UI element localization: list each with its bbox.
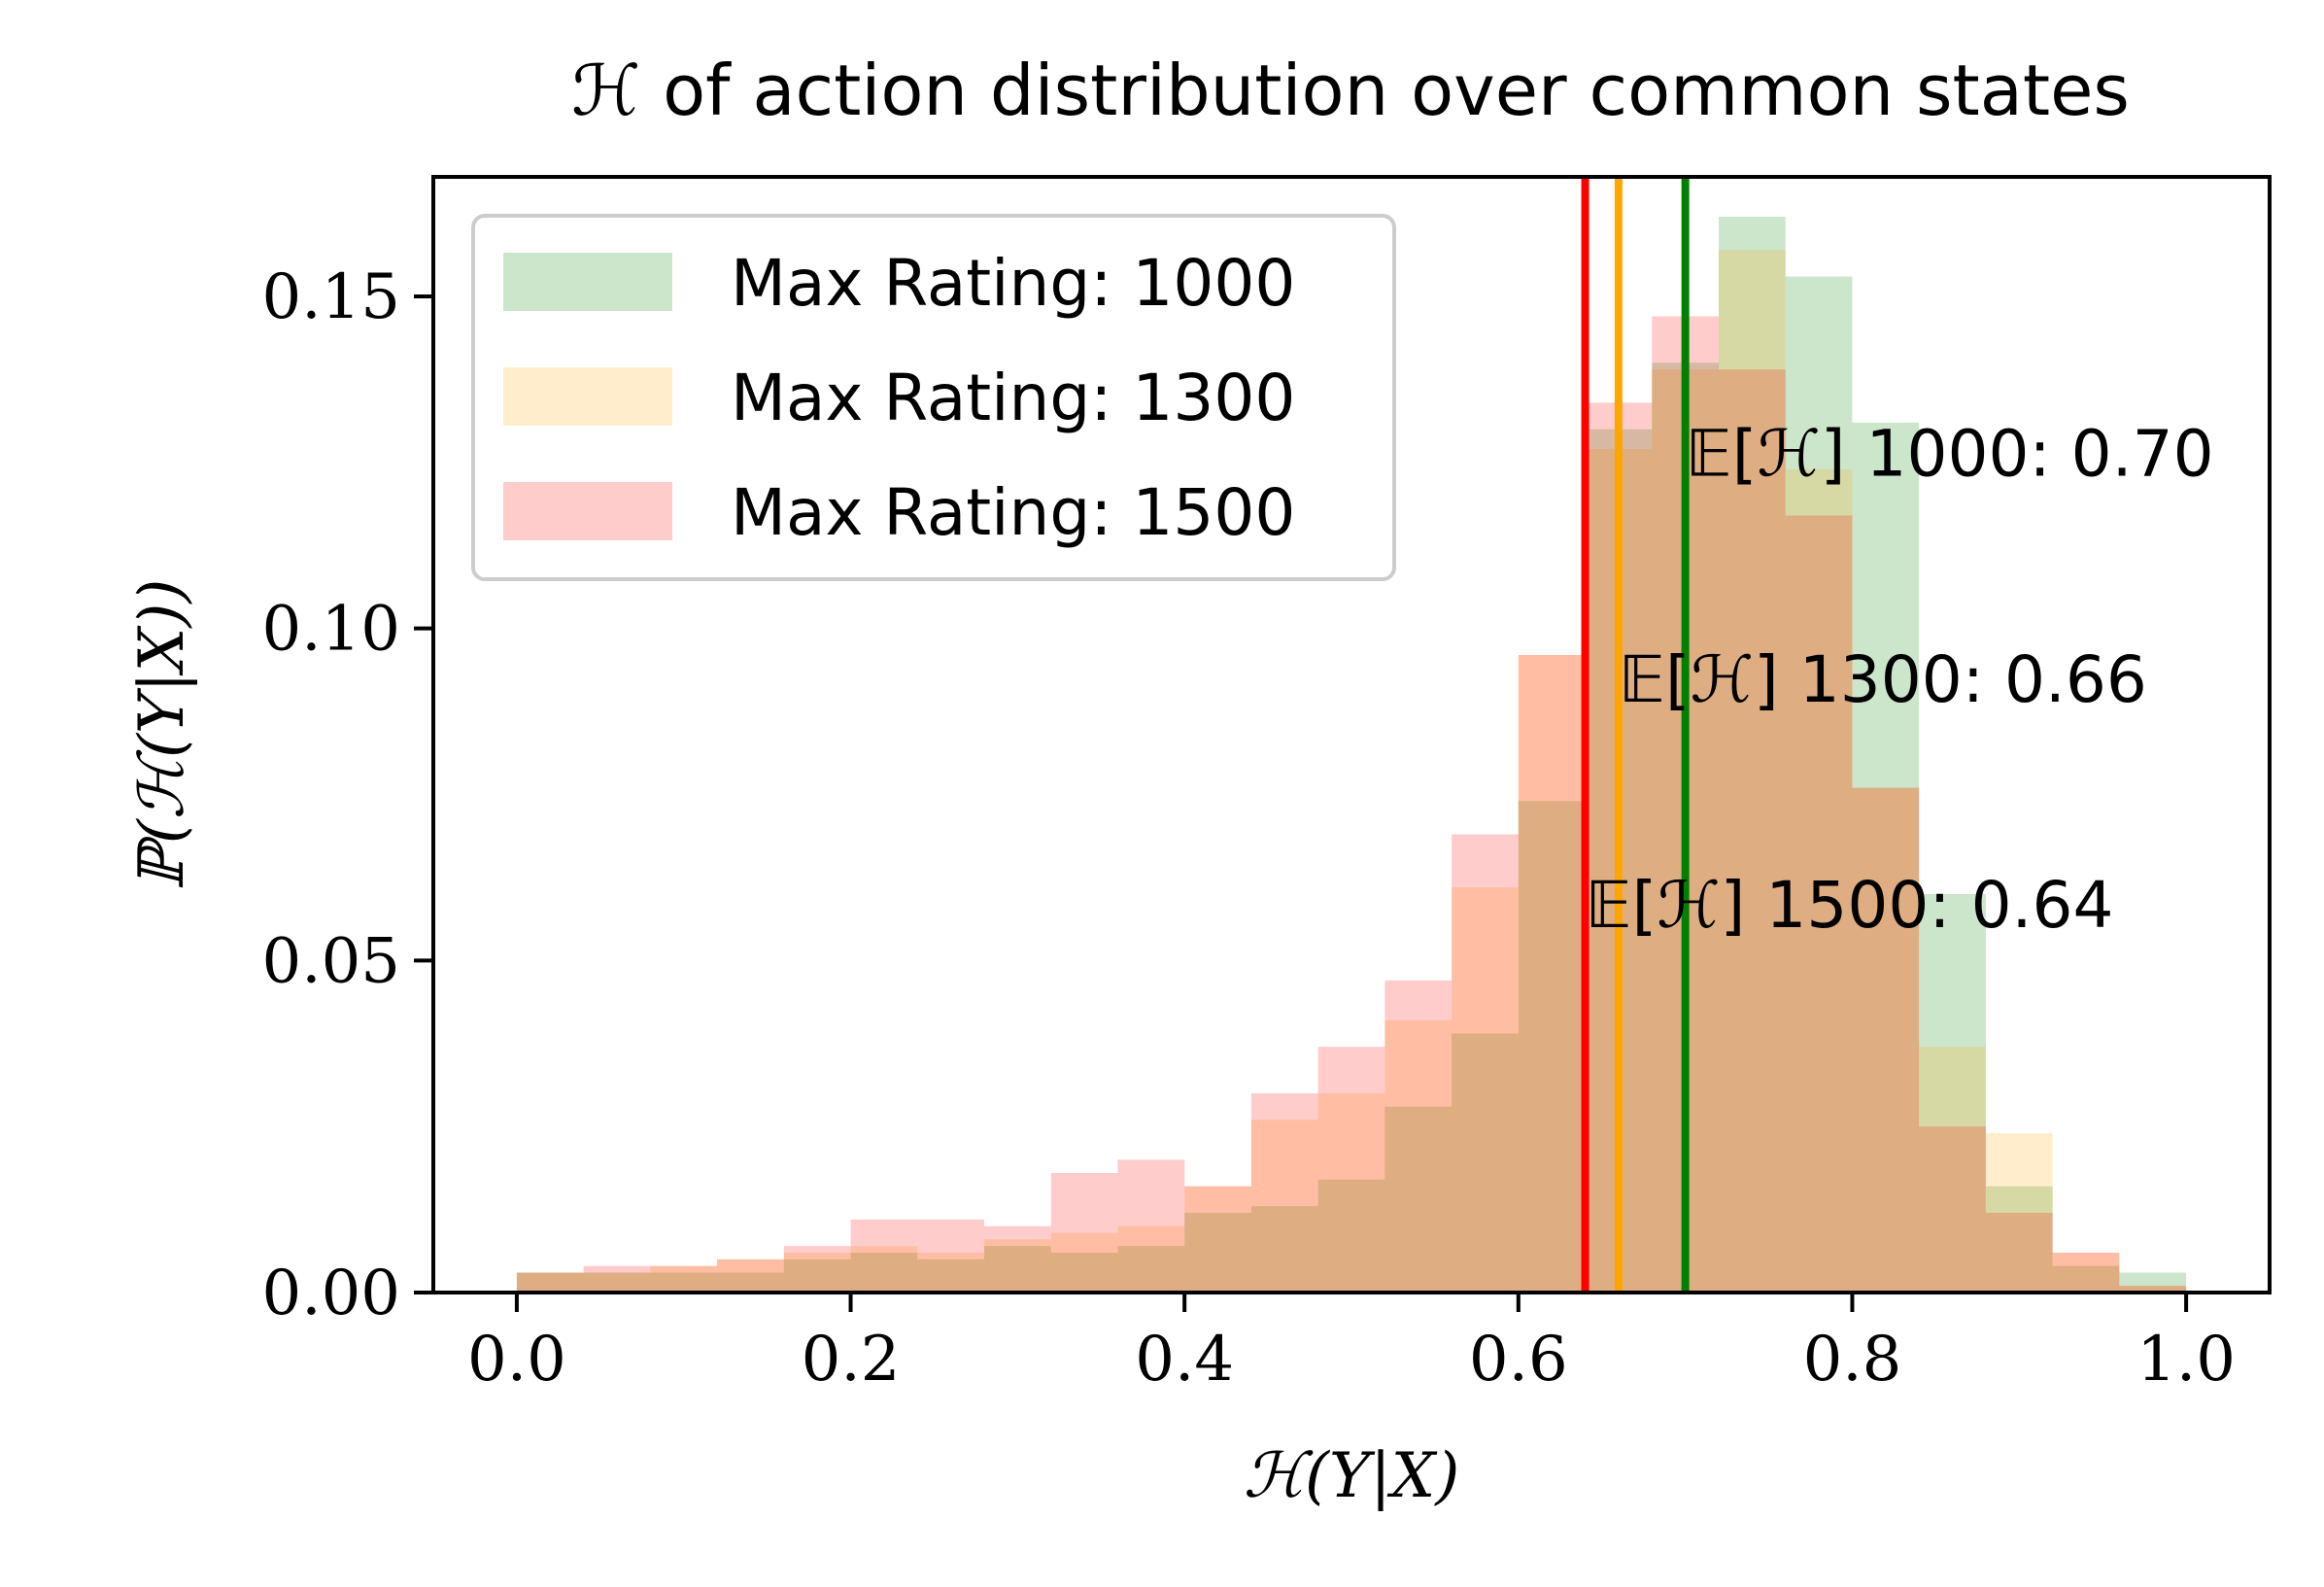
bar-series-3-bin-23 (1985, 1213, 2053, 1293)
x-tick-label: 1.0 (2136, 1324, 2236, 1396)
bar-series-2-bin-3 (650, 1265, 718, 1293)
bar-series-3-bin-21 (1852, 787, 1920, 1293)
bar-series-1-bin-21 (1852, 422, 1920, 1293)
bar-series-1-bin-23 (1985, 1186, 2053, 1293)
x-tick-label: 0.4 (1135, 1324, 1234, 1396)
bar-series-2-bin-19 (1719, 250, 1786, 1294)
bar-series-3-bin-25 (2119, 1286, 2187, 1293)
bar-series-2-bin-12 (1250, 1120, 1318, 1293)
bar-series-2-bin-25 (2119, 1286, 2187, 1293)
bar-series-1-bin-6 (850, 1253, 918, 1293)
bar-series-1-bin-15 (1452, 1033, 1519, 1293)
x-axis-label: ℋ(Y|X) (1244, 1440, 1460, 1512)
bar-series-3-bin-9 (1050, 1173, 1118, 1293)
bar-series-3-bin-3 (650, 1265, 718, 1293)
bar-series-2-bin-2 (583, 1272, 651, 1293)
bar-series-2-bin-22 (1919, 1047, 1986, 1293)
bar-series-2-bin-5 (783, 1253, 851, 1293)
legend-swatch-3 (503, 482, 672, 540)
bar-series-3-bin-2 (583, 1265, 651, 1293)
bar-series-1-bin-20 (1785, 276, 1853, 1293)
bar-series-1-bin-3 (650, 1272, 718, 1293)
bar-series-2-bin-16 (1518, 655, 1586, 1293)
bar-series-3-bin-13 (1317, 1047, 1385, 1293)
bar-series-3-bin-12 (1250, 1093, 1318, 1293)
x-axis-ticks: 0.0 0.2 0.4 0.6 0.8 1.0 (467, 1293, 2236, 1396)
bar-series-1-bin-16 (1518, 801, 1586, 1293)
mean-annotation-2: 𝔼[ℋ] 1300: 0.66 (1619, 642, 2147, 717)
y-tick-label: 0.15 (262, 261, 401, 333)
y-tick-label: 0.10 (262, 594, 401, 666)
bar-series-1-bin-1 (516, 1272, 584, 1293)
bar-series-3-bin-7 (917, 1219, 984, 1293)
bar-series-3-bin-5 (783, 1246, 851, 1293)
bar-series-1-bin-13 (1317, 1179, 1385, 1293)
bar-series-2-bin-8 (984, 1239, 1051, 1293)
bar-series-1-bin-25 (2119, 1272, 2187, 1293)
bar-series-3-bin-22 (1919, 1126, 1986, 1293)
bar-series-1-bin-4 (717, 1272, 784, 1293)
bar-series-2-bin-7 (917, 1253, 984, 1293)
bar-series-2-bin-13 (1317, 1093, 1385, 1293)
mean-annotations: 𝔼[ℋ] 1000: 0.70 𝔼[ℋ] 1300: 0.66 𝔼[ℋ] 1500:… (1586, 417, 2214, 944)
legend-label-3: Max Rating: 1500 (731, 475, 1295, 550)
bar-series-3-bin-8 (984, 1225, 1051, 1293)
x-tick-label: 0.8 (1803, 1324, 1902, 1396)
legend-swatch-2 (503, 367, 672, 426)
bar-series-1-bin-19 (1719, 217, 1786, 1293)
bar-series-3-bin-14 (1384, 980, 1452, 1293)
bar-series-1-bin-11 (1184, 1213, 1251, 1293)
legend-swatch-1 (503, 253, 672, 311)
mean-annotation-1: 𝔼[ℋ] 1000: 0.70 (1686, 417, 2214, 492)
chart-title: ℋ of action distribution over common sta… (571, 50, 2130, 131)
bar-series-2-bin-4 (717, 1259, 784, 1293)
bar-series-1-bin-5 (783, 1259, 851, 1293)
bar-series-2-bin-23 (1985, 1133, 2053, 1293)
bar-series-1-bin-12 (1250, 1206, 1318, 1293)
bar-series-1-bin-2 (583, 1272, 651, 1293)
bar-series-3-bin-6 (850, 1219, 918, 1293)
bar-series-3-bin-24 (2052, 1253, 2120, 1293)
legend-label-2: Max Rating: 1300 (731, 361, 1295, 435)
bar-series-2-bin-1 (516, 1272, 584, 1293)
bar-series-1-bin-14 (1384, 1106, 1452, 1293)
y-axis-label: ℙ(ℋ(Y|X)) (126, 579, 198, 891)
x-tick-label: 0.0 (467, 1324, 566, 1396)
bar-series-2-bin-21 (1852, 787, 1920, 1293)
bar-series-2-bin-14 (1384, 1019, 1452, 1293)
legend-label-1: Max Rating: 1000 (731, 246, 1295, 321)
bar-series-2-bin-6 (850, 1246, 918, 1293)
bar-series-3-bin-19 (1719, 369, 1786, 1294)
bar-series-3-bin-20 (1785, 515, 1853, 1293)
bar-series-1-bin-10 (1117, 1246, 1185, 1293)
bar-series-2-bin-10 (1117, 1225, 1185, 1293)
bar-series-3-bin-11 (1184, 1186, 1251, 1293)
bar-series-1-bin-24 (2052, 1265, 2120, 1293)
mean-annotation-3: 𝔼[ℋ] 1500: 0.64 (1586, 868, 2114, 943)
bar-series-3-bin-15 (1452, 834, 1519, 1293)
bar-series-2-bin-11 (1184, 1186, 1251, 1293)
legend: Max Rating: 1000 Max Rating: 1300 Max Rati… (471, 214, 1396, 581)
legend-box (471, 214, 1396, 581)
mean-lines (1581, 177, 1690, 1293)
plot-area-frame (431, 175, 2272, 1294)
bar-series-1-bin-7 (917, 1259, 984, 1293)
x-tick-label: 0.6 (1469, 1324, 1568, 1396)
bar-series-3-bin-10 (1117, 1159, 1185, 1293)
bar-series-1-bin-9 (1050, 1253, 1118, 1293)
bar-series-1-bin-22 (1919, 894, 1986, 1293)
x-tick-label: 0.2 (802, 1324, 901, 1396)
y-tick-label: 0.00 (262, 1258, 401, 1329)
bar-series-2-bin-15 (1452, 887, 1519, 1293)
bar-series-2-bin-24 (2052, 1253, 2120, 1293)
bar-series-2-bin-9 (1050, 1232, 1118, 1293)
bar-series-1-bin-8 (984, 1246, 1051, 1293)
bar-series-2-bin-20 (1785, 468, 1853, 1294)
y-tick-label: 0.05 (262, 925, 401, 997)
y-axis-ticks: 0.00 0.05 0.10 0.15 (262, 261, 433, 1329)
bar-series-3-bin-4 (717, 1259, 784, 1293)
bar-series-3-bin-1 (516, 1272, 584, 1293)
bar-series-3-bin-16 (1518, 655, 1586, 1293)
